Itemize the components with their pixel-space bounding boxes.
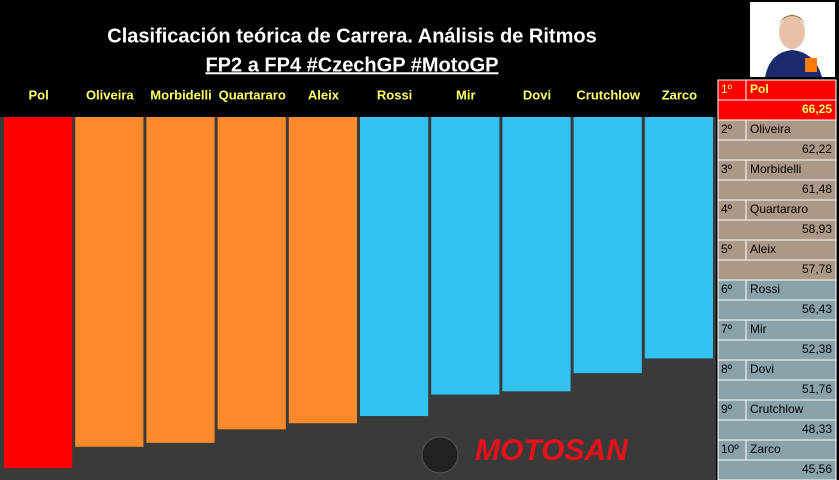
bar [288, 117, 357, 424]
data-label: 45,56 [802, 462, 832, 476]
rank: 5º [721, 242, 733, 256]
bar [502, 117, 571, 392]
x-tick-label: Pol [28, 87, 48, 102]
bar [644, 117, 713, 359]
rank: 4º [721, 202, 733, 216]
table-name: Pol [750, 82, 769, 96]
bar [75, 117, 144, 447]
rank: 3º [721, 162, 733, 176]
rank: 2º [721, 122, 733, 136]
table-name: Mir [750, 322, 767, 336]
x-tick-label: Dovi [523, 87, 551, 102]
x-tick-label: Quartararo [219, 87, 286, 102]
x-tick-label: Oliveira [86, 87, 134, 102]
bar [360, 117, 429, 417]
rank: 7º [721, 322, 733, 336]
chart-title: Clasificación teórica de Carrera. Anális… [107, 25, 596, 47]
bar [217, 117, 286, 430]
bar [146, 117, 215, 443]
data-label: 62,22 [802, 142, 832, 156]
table-name: Zarco [750, 442, 781, 456]
bar [431, 117, 500, 395]
data-label: 52,38 [802, 342, 832, 356]
table-name: Crutchlow [750, 402, 804, 416]
x-tick-label: Crutchlow [576, 87, 640, 102]
rank: 9º [721, 402, 733, 416]
x-tick-label: Aleix [308, 87, 340, 102]
data-label: 48,33 [802, 422, 832, 436]
data-label: 58,93 [802, 222, 832, 236]
x-tick-label: Mir [456, 87, 476, 102]
data-label: 51,76 [802, 382, 832, 396]
table-name: Rossi [750, 282, 780, 296]
watermark: MOTOSAN [421, 434, 629, 474]
table-name: Aleix [750, 242, 776, 256]
data-label: 66,25 [802, 102, 832, 116]
data-label: 57,78 [802, 262, 832, 276]
bar [573, 117, 642, 374]
driver-photo [750, 2, 835, 77]
x-tick-label: Rossi [377, 87, 412, 102]
x-tick-label: Zarco [662, 87, 697, 102]
rank: 1º [721, 82, 733, 96]
chart-subtitle: FP2 a FP4 #CzechGP #MotoGP [205, 54, 498, 76]
table-name: Quartararo [750, 202, 808, 216]
table-name: Dovi [750, 362, 774, 376]
bar [4, 117, 73, 469]
rank: 10º [721, 442, 739, 456]
table-name: Oliveira [750, 122, 791, 136]
rank: 6º [721, 282, 733, 296]
x-tick-label: Morbidelli [150, 87, 211, 102]
data-label: 56,43 [802, 302, 832, 316]
data-label: 61,48 [802, 182, 832, 196]
table-name: Morbidelli [750, 162, 801, 176]
rank: 8º [721, 362, 733, 376]
watermark-text: MOTOSAN [475, 434, 629, 467]
